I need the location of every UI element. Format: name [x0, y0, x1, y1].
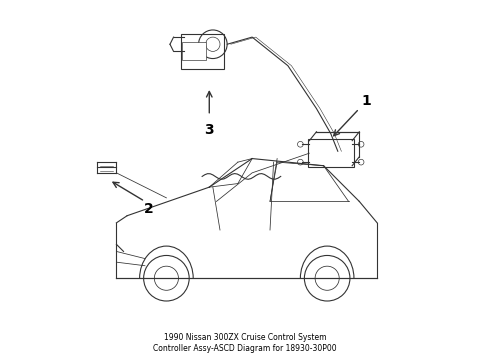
- FancyBboxPatch shape: [182, 42, 206, 60]
- Text: 2: 2: [144, 202, 153, 216]
- FancyBboxPatch shape: [308, 139, 354, 167]
- Text: 1990 Nissan 300ZX Cruise Control System
Controller Assy-ASCD Diagram for 18930-3: 1990 Nissan 300ZX Cruise Control System …: [153, 333, 337, 353]
- Text: 1: 1: [362, 94, 371, 108]
- FancyBboxPatch shape: [181, 33, 223, 69]
- Text: 3: 3: [204, 123, 214, 137]
